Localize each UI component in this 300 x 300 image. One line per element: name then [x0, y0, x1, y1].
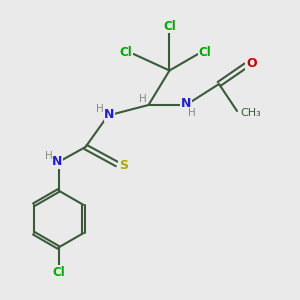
Text: Cl: Cl	[163, 20, 176, 33]
Text: H: H	[188, 108, 196, 118]
Text: Cl: Cl	[120, 46, 132, 59]
Text: N: N	[104, 108, 115, 122]
Text: N: N	[181, 97, 191, 110]
Text: Cl: Cl	[198, 46, 211, 59]
Text: N: N	[52, 155, 62, 168]
Text: S: S	[119, 159, 128, 172]
Text: H: H	[45, 151, 53, 161]
Text: Cl: Cl	[52, 266, 65, 279]
Text: H: H	[139, 94, 147, 104]
Text: CH₃: CH₃	[240, 107, 261, 118]
Text: H: H	[96, 104, 104, 115]
Text: O: O	[246, 57, 257, 70]
